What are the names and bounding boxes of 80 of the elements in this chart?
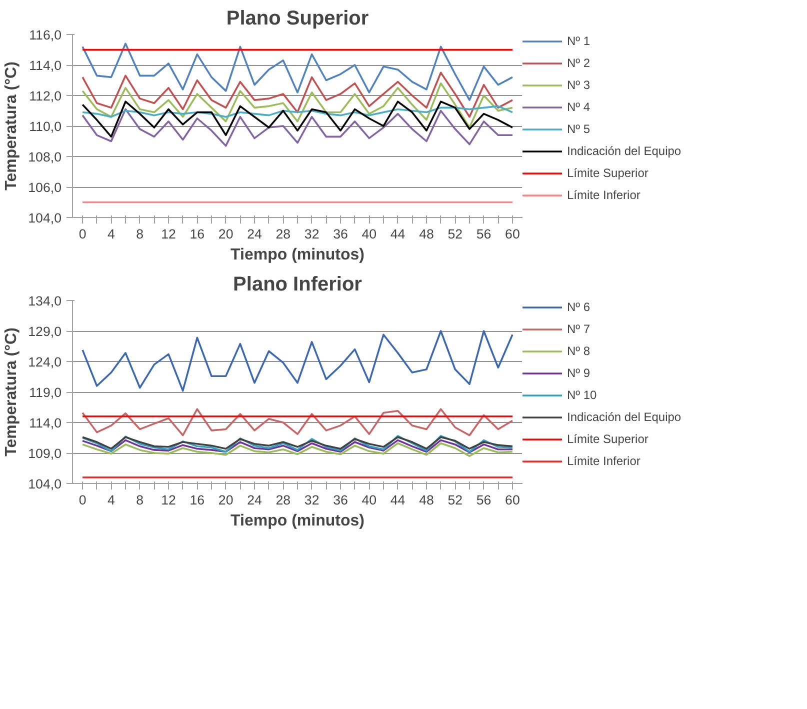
legend-label: Nº 8 — [567, 344, 590, 358]
legend-label: Indicación del Equipo — [567, 144, 682, 158]
y-tick-label: 112,0 — [29, 88, 62, 104]
x-tick-label: 4 — [107, 226, 116, 242]
legend-label: Límite Inferior — [567, 454, 640, 468]
legend-label: Nº 6 — [567, 300, 590, 314]
y-tick-label: 114,0 — [29, 416, 62, 430]
x-tick-label: 16 — [190, 492, 205, 508]
legend-label: Nº 5 — [567, 122, 590, 136]
x-tick-label: 40 — [362, 226, 377, 242]
x-tick-label: 44 — [390, 492, 406, 508]
line-series — [82, 72, 514, 118]
y-tick-label: 109,0 — [28, 446, 62, 461]
x-axis-title: Tiempo (minutos) — [230, 512, 364, 530]
x-tick-label: 56 — [476, 226, 492, 242]
x-tick-label: 36 — [333, 226, 348, 242]
y-axis-title: Temperatura (°C) — [3, 62, 20, 190]
legend-label: Nº 1 — [567, 34, 590, 48]
legend-label: Nº 4 — [567, 100, 590, 114]
x-tick-label: 24 — [247, 492, 263, 508]
y-axis-title: Temperatura (°C) — [3, 328, 20, 456]
y-tick-label: 108,0 — [28, 150, 62, 164]
x-tick-label: 48 — [419, 226, 434, 242]
line-series — [82, 439, 514, 454]
legend-label: Indicación del Equipo — [567, 410, 682, 424]
x-tick-label: 12 — [161, 492, 176, 508]
x-tick-label: 60 — [505, 492, 520, 508]
x-tick-label: 4 — [107, 492, 116, 508]
legend-label: Nº 2 — [567, 56, 590, 70]
legend-label: Nº 7 — [567, 322, 590, 336]
x-tick-label: 0 — [78, 226, 86, 242]
x-tick-label: 44 — [390, 226, 406, 242]
x-tick-label: 52 — [448, 492, 463, 508]
x-tick-label: 56 — [476, 492, 492, 508]
legend-label: Nº 10 — [567, 388, 597, 402]
legend-label: Límite Superior — [567, 166, 648, 180]
x-tick-label: 20 — [218, 226, 234, 242]
y-tick-label: 104,0 — [28, 476, 62, 492]
y-tick-label: 124,0 — [28, 354, 62, 370]
x-tick-label: 8 — [136, 492, 144, 508]
x-tick-label: 24 — [247, 226, 263, 242]
x-tick-label: 60 — [505, 226, 520, 242]
x-tick-label: 52 — [448, 226, 463, 242]
y-tick-label: 116,0 — [29, 28, 62, 42]
line-series — [82, 105, 514, 118]
x-tick-label: 0 — [78, 492, 86, 508]
x-tick-label: 28 — [276, 226, 291, 242]
x-tick-label: 48 — [419, 492, 434, 508]
legend-label: Nº 9 — [567, 366, 590, 380]
y-tick-label: 110,0 — [29, 119, 62, 134]
line-series — [82, 330, 514, 392]
chart-title: Plano Superior — [226, 8, 369, 30]
y-tick-label: 104,0 — [28, 210, 62, 226]
line-series — [82, 100, 514, 138]
y-tick-label: 114,0 — [29, 58, 62, 73]
line-series — [82, 82, 514, 128]
x-tick-label: 16 — [190, 226, 205, 242]
line-series — [82, 436, 514, 450]
x-tick-label: 32 — [304, 226, 320, 242]
y-tick-label: 119,0 — [29, 385, 62, 400]
x-tick-label: 8 — [136, 226, 144, 242]
x-tick-label: 12 — [161, 226, 176, 242]
y-tick-label: 106,0 — [28, 180, 62, 195]
y-tick-label: 134,0 — [28, 294, 62, 308]
x-tick-label: 40 — [362, 492, 377, 508]
line-series — [82, 435, 514, 453]
x-tick-label: 20 — [218, 492, 234, 508]
x-tick-label: 28 — [276, 492, 291, 508]
x-tick-label: 36 — [333, 492, 348, 508]
chart-title: Plano Inferior — [233, 274, 362, 296]
line-series — [82, 108, 514, 147]
legend-label: Límite Superior — [567, 432, 648, 446]
legend-label: Nº 3 — [567, 78, 590, 92]
line-series — [82, 42, 514, 101]
line-series — [82, 408, 514, 436]
y-tick-label: 129,0 — [28, 324, 62, 339]
legend-label: Límite Inferior — [567, 188, 640, 202]
x-tick-label: 32 — [304, 492, 320, 508]
line-series — [82, 442, 514, 457]
x-axis-title: Tiempo (minutos) — [230, 246, 364, 264]
